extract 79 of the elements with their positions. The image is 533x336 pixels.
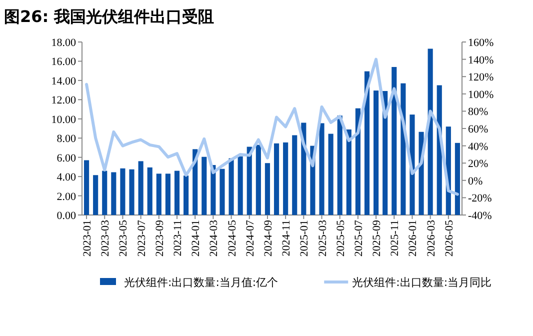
bar [410, 114, 415, 215]
bar [392, 66, 397, 215]
bar [454, 142, 460, 215]
bar [93, 175, 98, 215]
x-tick-label: 2023-09 [154, 220, 166, 257]
y2-tick-label: 140% [468, 54, 494, 66]
y-tick-label: 18.00 [51, 37, 76, 49]
bar [102, 170, 108, 215]
x-tick-label: 2023-05 [118, 220, 130, 257]
y2-tick-label: 20% [468, 158, 488, 170]
line-series [85, 58, 459, 196]
bar [202, 156, 207, 215]
y-tick-label: 8.00 [56, 133, 76, 146]
x-tick-label: 2026-01 [407, 220, 420, 257]
y-tick-label: 10.00 [51, 114, 76, 126]
bar [156, 174, 162, 215]
x-tick-label: 2024-09 [262, 220, 274, 257]
x-tick-label: 2024-11 [280, 220, 293, 256]
bar [428, 48, 433, 215]
y-tick-label: 4.00 [56, 172, 76, 184]
bar [220, 168, 225, 215]
x-tick-label: 2024-07 [244, 220, 256, 257]
x-tick-label: 2023-11 [172, 220, 184, 256]
x-tick-label: 2023-07 [136, 220, 148, 257]
bar [238, 156, 243, 215]
bar [147, 167, 152, 215]
y-tick-label: 6.00 [56, 152, 76, 164]
x-tick-label: 2026-03 [425, 220, 438, 257]
x-tick-label: 2025-03 [316, 220, 329, 257]
y2-tick-label: 120% [468, 72, 494, 84]
y-tick-label: 16.00 [51, 56, 76, 68]
bar [274, 143, 280, 215]
bar [328, 134, 334, 215]
y-tick-label: 12.00 [51, 94, 76, 107]
x-tick-label: 2024-03 [208, 220, 220, 257]
x-tick-label: 2025-11 [389, 220, 402, 256]
bar [264, 163, 270, 215]
bar [174, 170, 180, 215]
bar [120, 168, 126, 215]
bar [184, 176, 189, 215]
legend-label: 光伏组件:出口数量:当月值:亿个 [124, 276, 278, 289]
x-tick-label: 2024-01 [190, 220, 202, 257]
bar [246, 146, 252, 215]
legend-label: 光伏组件:出口数量:当月同比 [352, 276, 492, 289]
chart-title: 图26: 我国光伏组件出口受阻 [4, 7, 214, 26]
x-tick-label: 2025-01 [298, 220, 311, 257]
bar [84, 160, 90, 215]
y2-tick-label: 80% [468, 106, 488, 118]
y-tick-label: 2.00 [56, 190, 76, 203]
y-tick-label: 14.00 [51, 75, 76, 88]
x-tick-label: 2025-09 [371, 220, 384, 257]
x-tick-label: 2026-05 [443, 220, 456, 257]
y2-tick-label: 100% [468, 88, 494, 101]
bar [283, 142, 288, 215]
bar [111, 172, 116, 215]
bar [292, 135, 298, 215]
bar [337, 116, 342, 215]
y-tick-label: 0.00 [56, 210, 76, 222]
bar [355, 108, 360, 215]
bar [165, 174, 170, 215]
x-tick-label: 2025-05 [334, 220, 347, 257]
x-tick-label: 2025-07 [352, 220, 365, 257]
bar [138, 161, 144, 215]
bar [374, 90, 379, 215]
y2-tick-label: -40% [468, 210, 492, 222]
bar [319, 123, 324, 215]
y2-tick-label: -20% [468, 192, 492, 205]
bar [256, 144, 261, 215]
x-tick-label: 2024-05 [226, 220, 238, 257]
y2-tick-label: 0% [468, 175, 483, 188]
x-tick-label: 2023-03 [100, 220, 112, 257]
y2-tick-label: 60% [468, 124, 488, 136]
bar [228, 158, 234, 215]
y2-tick-label: 40% [468, 140, 488, 153]
bar [129, 169, 134, 215]
x-tick-label: 2023-01 [82, 220, 94, 257]
bar [346, 129, 352, 215]
y2-tick-label: 160% [468, 37, 494, 49]
bar [364, 71, 370, 215]
